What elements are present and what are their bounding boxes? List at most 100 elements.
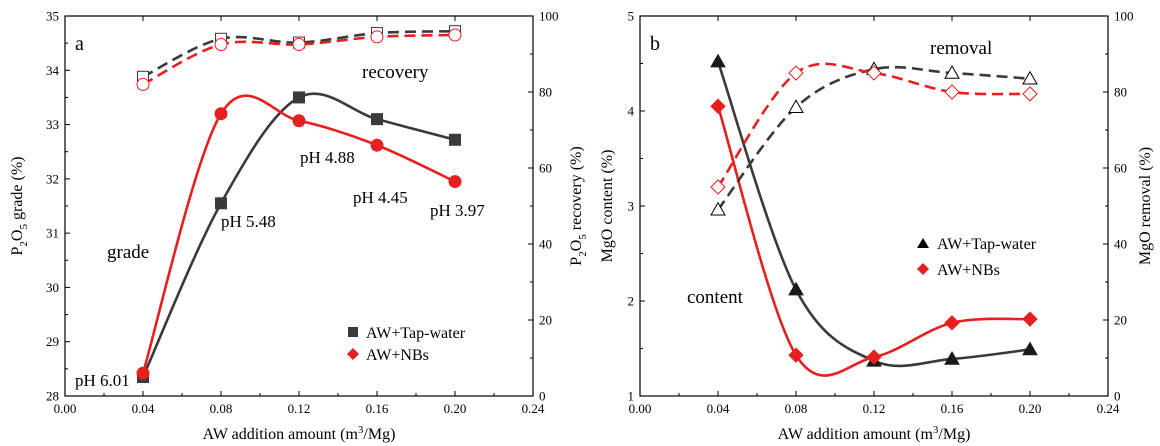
y-axis-label-left-a: P2O5 grade (%)	[9, 157, 30, 256]
y-tick-label-left-a: 31	[46, 226, 59, 241]
series-line-a-0	[141, 92, 456, 378]
x-tick-label-b: 0.12	[863, 401, 886, 416]
y-tick-label-left-b: 1	[628, 389, 635, 404]
data-point-a-1-0	[136, 366, 150, 380]
data-point-b-0-1	[788, 281, 804, 296]
series-a	[136, 25, 462, 383]
data-point-b-3-2	[866, 65, 882, 81]
x-tick-label-b: 0.24	[1097, 401, 1120, 416]
data-point-b-3-1	[788, 65, 804, 81]
series-line-b-2	[716, 65, 1031, 211]
y-tick-label-right-b: 40	[1114, 237, 1127, 252]
data-point-b-2-0	[710, 201, 726, 216]
y-tick-label-right-b: 0	[1114, 389, 1121, 404]
annotation-removal: removal	[930, 38, 992, 59]
annotation-content: content	[687, 287, 744, 308]
panel-label-a: a	[75, 33, 84, 55]
data-point-b-2-1	[788, 99, 804, 113]
annotation-ph-1: pH 6.01	[75, 371, 130, 390]
y-tick-label-left-a: 35	[46, 9, 59, 24]
x-tick-label-a: 0.12	[288, 401, 311, 416]
legend-marker-nbs-b	[917, 263, 929, 275]
x-axis-label-a: AW addition amount (m3/Mg)	[203, 424, 396, 443]
y-axis-label-right-a: P2O5 recovery (%)	[568, 146, 589, 265]
y-tick-label-right-a: 20	[539, 313, 552, 328]
data-point-b-1-4	[1022, 311, 1038, 327]
data-point-b-0-4	[1022, 341, 1038, 356]
data-point-b-1-1	[788, 347, 804, 363]
data-point-a-0-4	[449, 133, 461, 146]
legend-a: AW+Tap-water AW+NBs	[347, 325, 466, 364]
axes-b: 0.00 0.04 0.08 0.12 0.16 0.20 0.24 1 2 3 4 5 0 20 40 60…	[628, 9, 1134, 417]
y-axis-label-right-b: MgO removal (%)	[1137, 147, 1154, 265]
data-point-a-1-4	[448, 175, 462, 189]
x-axis-label-b: AW addition amount (m3/Mg)	[778, 424, 971, 443]
data-point-b-0-3	[944, 350, 960, 365]
x-tick-label-b: 0.04	[707, 401, 730, 416]
annotation-ph-3: pH 4.88	[300, 148, 355, 167]
annotation-ph-5: pH 3.97	[430, 201, 485, 220]
series-line-a-1	[141, 94, 456, 374]
panel-a: 0.00 0.04 0.08 0.12 0.16 0.20 0.24 28 29 30 31 32 33…	[9, 9, 589, 444]
y-tick-label-left-a: 28	[46, 389, 59, 404]
data-point-b-3-4	[1022, 86, 1038, 102]
data-point-b-1-0	[710, 98, 726, 114]
data-point-a-3-1	[214, 38, 228, 51]
series-b	[710, 53, 1038, 377]
x-tick-label-a: 0.08	[210, 401, 233, 416]
data-point-b-1-3	[944, 315, 960, 331]
annotation-grade: grade	[107, 242, 149, 263]
y-tick-label-left-a: 32	[46, 171, 59, 186]
x-tick-label-b: 0.08	[785, 401, 808, 416]
data-point-a-1-2	[292, 114, 306, 128]
series-line-b-1	[716, 105, 1031, 377]
x-tick-label-a: 0.24	[522, 401, 545, 416]
legend-marker-tap-b	[917, 238, 929, 248]
y-tick-label-right-a: 60	[539, 161, 552, 176]
legend-label-nbs-b: AW+NBs	[937, 262, 1000, 279]
y-tick-label-right-a: 0	[539, 389, 546, 404]
legend-label-tap-b: AW+Tap-water	[937, 236, 1037, 253]
data-point-a-0-2	[293, 91, 305, 104]
series-line-a-3	[142, 33, 456, 86]
data-point-b-1-2	[866, 349, 882, 365]
data-point-b-2-4	[1022, 70, 1038, 85]
data-point-a-0-1	[215, 197, 227, 210]
y-tick-label-left-b: 3	[628, 199, 635, 214]
annotation-ph-4: pH 4.45	[353, 188, 408, 207]
y-tick-label-right-b: 100	[1114, 9, 1134, 24]
annotation-recovery: recovery	[362, 62, 429, 83]
x-tick-label-a: 0.00	[54, 401, 77, 416]
x-tick-label-b: 0.20	[1019, 401, 1042, 416]
y-tick-label-left-a: 29	[46, 334, 59, 349]
y-axis-label-left-b: MgO content (%)	[599, 150, 616, 263]
legend-label-nbs-a: AW+NBs	[366, 347, 429, 364]
x-tick-label-b: 0.00	[629, 401, 652, 416]
legend-label-tap-a: AW+Tap-water	[366, 325, 466, 342]
y-tick-label-right-b: 80	[1114, 85, 1127, 100]
data-point-a-3-3	[370, 30, 384, 44]
panel-b: 0.00 0.04 0.08 0.12 0.16 0.20 0.24 1 2 3 4 5 0 20 40 60…	[599, 9, 1154, 444]
legend-marker-tap-a	[348, 327, 358, 337]
data-point-b-0-0	[710, 53, 726, 68]
x-tick-label-a: 0.20	[444, 401, 467, 416]
data-point-b-2-3	[944, 64, 960, 79]
data-point-a-3-0	[136, 77, 150, 91]
data-point-a-3-2	[292, 38, 306, 51]
panel-label-b: b	[650, 33, 660, 55]
x-tick-label-a: 0.04	[132, 401, 155, 416]
series-line-a-2	[142, 29, 456, 78]
y-tick-label-left-b: 4	[628, 104, 635, 119]
y-tick-label-left-a: 33	[46, 117, 59, 132]
data-point-a-3-4	[448, 28, 462, 42]
axes-a: 0.00 0.04 0.08 0.12 0.16 0.20 0.24 28 29 30 31 32 33…	[46, 9, 559, 417]
y-tick-label-right-b: 60	[1114, 161, 1127, 176]
y-tick-label-left-a: 30	[46, 280, 59, 295]
data-point-a-1-1	[214, 107, 228, 121]
x-tick-label-b: 0.16	[941, 401, 964, 416]
y-tick-label-left-a: 34	[46, 63, 60, 78]
data-point-b-3-0	[710, 179, 726, 195]
data-point-b-3-3	[944, 84, 960, 100]
y-tick-label-right-a: 100	[539, 9, 559, 24]
